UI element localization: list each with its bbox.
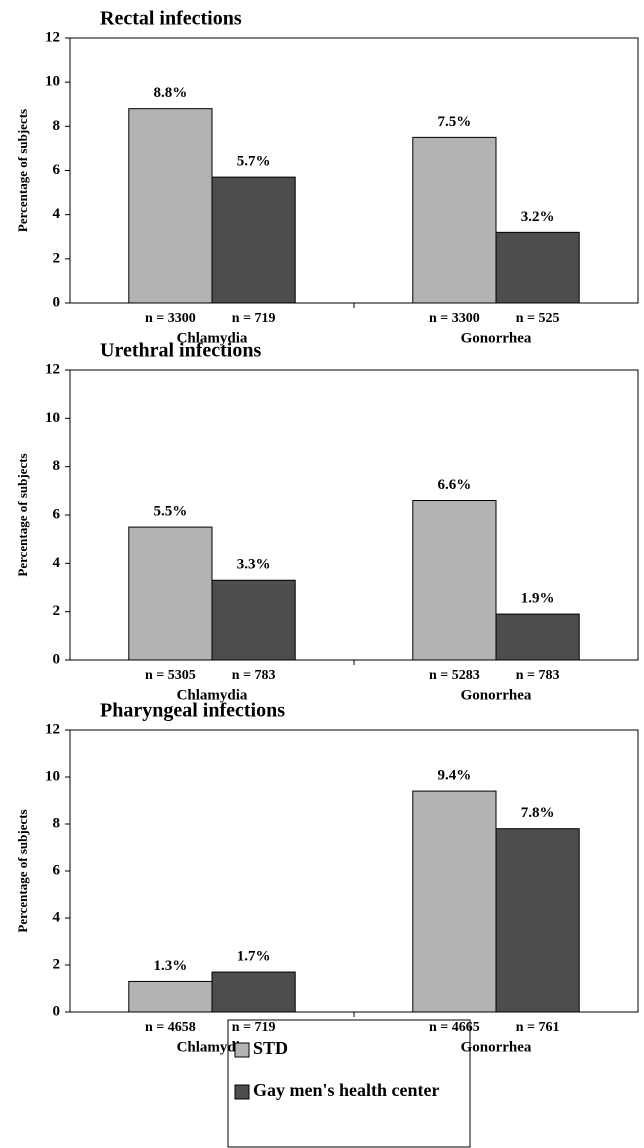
sample-label: n = 719 — [232, 1020, 276, 1035]
value-label: 7.5% — [438, 114, 472, 130]
bar — [128, 980, 213, 1013]
legend-label: STD — [253, 1038, 288, 1058]
y-tick-label: 4 — [53, 909, 61, 925]
sample-label: n = 783 — [516, 668, 560, 683]
value-label: 7.8% — [521, 805, 555, 821]
sample-label: n = 719 — [232, 311, 276, 326]
y-tick-label: 12 — [45, 361, 60, 377]
bar — [211, 579, 296, 661]
bar — [211, 176, 296, 304]
sample-label: n = 5283 — [429, 668, 480, 683]
value-label: 3.3% — [237, 557, 271, 573]
sample-label: n = 761 — [516, 1020, 560, 1035]
bar — [495, 613, 580, 661]
bar — [412, 790, 497, 1013]
y-tick-label: 0 — [53, 651, 61, 667]
value-label: 1.3% — [154, 958, 188, 974]
x-tick-label: Chlamydia — [177, 1039, 248, 1055]
x-tick-label: Chlamydia — [177, 687, 248, 703]
y-tick-label: 8 — [53, 458, 61, 474]
x-tick-label: Chlamydia — [177, 330, 248, 346]
y-tick-label: 2 — [53, 956, 61, 972]
value-label: 9.4% — [438, 768, 472, 784]
chart-title: Pharyngeal infections — [100, 700, 285, 722]
y-tick-label: 12 — [45, 721, 60, 737]
value-label: 1.9% — [521, 591, 555, 607]
y-tick-label: 12 — [45, 29, 60, 45]
bar — [412, 500, 497, 661]
y-tick-label: 8 — [53, 118, 61, 134]
y-axis-label: Percentage of subjects — [15, 109, 30, 232]
legend-swatch — [234, 1084, 250, 1100]
value-label: 8.8% — [154, 85, 188, 101]
y-tick-label: 6 — [53, 162, 61, 178]
bar — [495, 231, 580, 304]
legend-label: Gay men's health center — [253, 1080, 439, 1100]
bar — [412, 136, 497, 304]
sample-label: n = 5305 — [145, 668, 196, 683]
sample-label: n = 783 — [232, 668, 276, 683]
sample-label: n = 4658 — [145, 1020, 196, 1035]
y-tick-label: 4 — [53, 555, 61, 571]
value-label: 6.6% — [438, 477, 472, 493]
y-tick-label: 6 — [53, 506, 61, 522]
sample-label: n = 3300 — [429, 311, 480, 326]
sample-label: n = 3300 — [145, 311, 196, 326]
chart-title: Rectal infections — [100, 8, 242, 30]
value-label: 3.2% — [521, 209, 555, 225]
y-tick-label: 2 — [53, 250, 61, 266]
y-tick-label: 10 — [45, 74, 60, 90]
bar — [495, 828, 580, 1013]
y-tick-label: 2 — [53, 603, 61, 619]
legend-box — [227, 1019, 471, 1148]
y-tick-label: 0 — [53, 1003, 61, 1019]
y-tick-label: 8 — [53, 815, 61, 831]
y-tick-label: 10 — [45, 410, 60, 426]
x-tick-label: Gonorrhea — [461, 1039, 532, 1055]
value-label: 1.7% — [237, 948, 271, 964]
y-axis-label: Percentage of subjects — [15, 809, 30, 932]
y-axis-label: Percentage of subjects — [15, 453, 30, 576]
value-label: 5.7% — [237, 154, 271, 170]
x-tick-label: Gonorrhea — [461, 330, 532, 346]
y-tick-label: 4 — [53, 206, 61, 222]
bar — [128, 108, 213, 304]
legend-swatch — [234, 1042, 250, 1058]
value-label: 5.5% — [154, 504, 188, 520]
y-tick-label: 6 — [53, 862, 61, 878]
y-tick-label: 10 — [45, 768, 60, 784]
chart-title: Urethral infections — [100, 340, 261, 362]
sample-label: n = 525 — [516, 311, 560, 326]
sample-label: n = 4665 — [429, 1020, 480, 1035]
bar — [211, 971, 296, 1013]
x-tick-label: Gonorrhea — [461, 687, 532, 703]
bar — [128, 526, 213, 661]
y-tick-label: 0 — [53, 294, 61, 310]
